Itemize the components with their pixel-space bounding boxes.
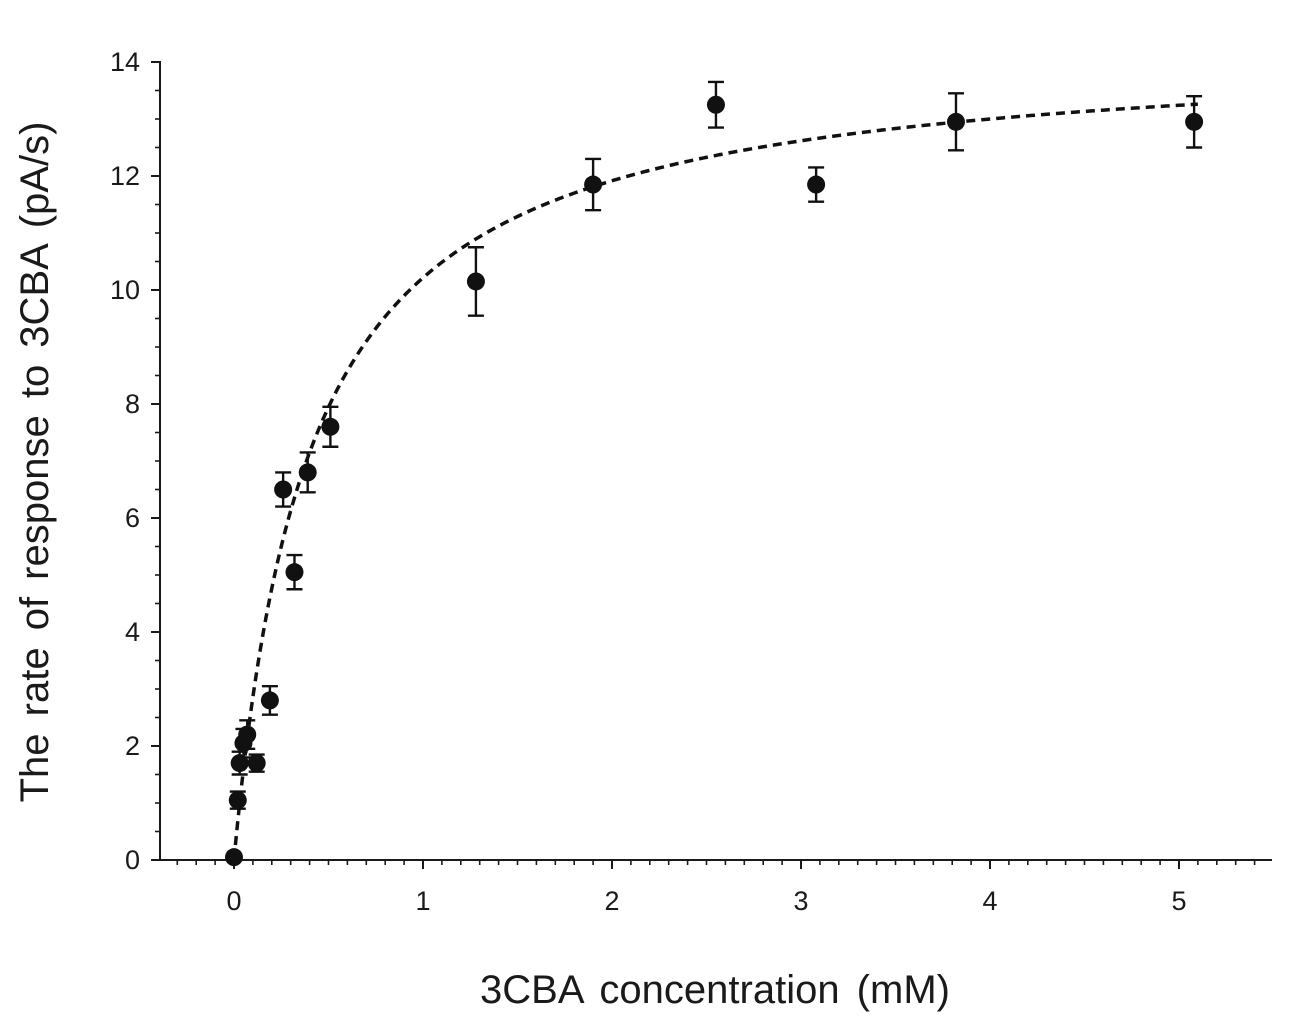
y-axis-title: The rate of response to 3CBA (pA/s) <box>13 122 57 803</box>
y-tick-label: 10 <box>110 275 140 305</box>
y-tick-label: 0 <box>125 845 140 875</box>
x-tick-label: 4 <box>982 886 997 916</box>
x-tick-label: 2 <box>604 886 619 916</box>
data-point <box>584 157 603 212</box>
data-marker <box>298 463 317 482</box>
data-point <box>946 92 965 152</box>
data-marker <box>274 480 293 499</box>
data-point <box>225 848 243 867</box>
data-marker <box>584 175 603 194</box>
y-tick-label: 4 <box>125 617 140 647</box>
data-point <box>807 166 826 203</box>
x-tick-label: 5 <box>1171 886 1186 916</box>
data-point <box>706 80 725 129</box>
y-tick-label: 8 <box>125 389 140 419</box>
data-point <box>321 405 340 448</box>
data-point <box>247 753 266 773</box>
data-marker <box>228 791 247 810</box>
data-point <box>1185 94 1204 149</box>
data-point <box>274 471 293 508</box>
data-marker <box>466 272 485 291</box>
fit-curve-group <box>232 102 1198 861</box>
data-point <box>228 790 247 810</box>
data-marker <box>260 691 279 710</box>
x-tick-label: 1 <box>415 886 430 916</box>
data-marker <box>285 563 304 582</box>
y-tick-label: 6 <box>125 503 140 533</box>
data-marker <box>706 95 725 114</box>
data-point <box>466 246 485 317</box>
data-marker <box>946 112 965 131</box>
fit-curve <box>232 102 1198 861</box>
data-marker <box>1185 112 1204 131</box>
data-point <box>238 719 257 751</box>
data-points-group <box>225 80 1204 867</box>
data-point <box>298 451 317 494</box>
data-marker <box>238 725 257 744</box>
data-marker <box>321 417 340 436</box>
x-axis-title: 3CBA concentration (mM) <box>480 968 950 1012</box>
x-tick-label: 0 <box>226 886 241 916</box>
y-tick-label: 12 <box>110 161 140 191</box>
x-tick-label: 3 <box>793 886 808 916</box>
data-point <box>260 684 279 716</box>
data-marker <box>247 754 266 773</box>
data-marker <box>807 175 826 194</box>
y-tick-label: 2 <box>125 731 140 761</box>
data-marker <box>225 848 243 867</box>
data-point <box>285 553 304 591</box>
y-tick-label: 14 <box>110 47 140 77</box>
